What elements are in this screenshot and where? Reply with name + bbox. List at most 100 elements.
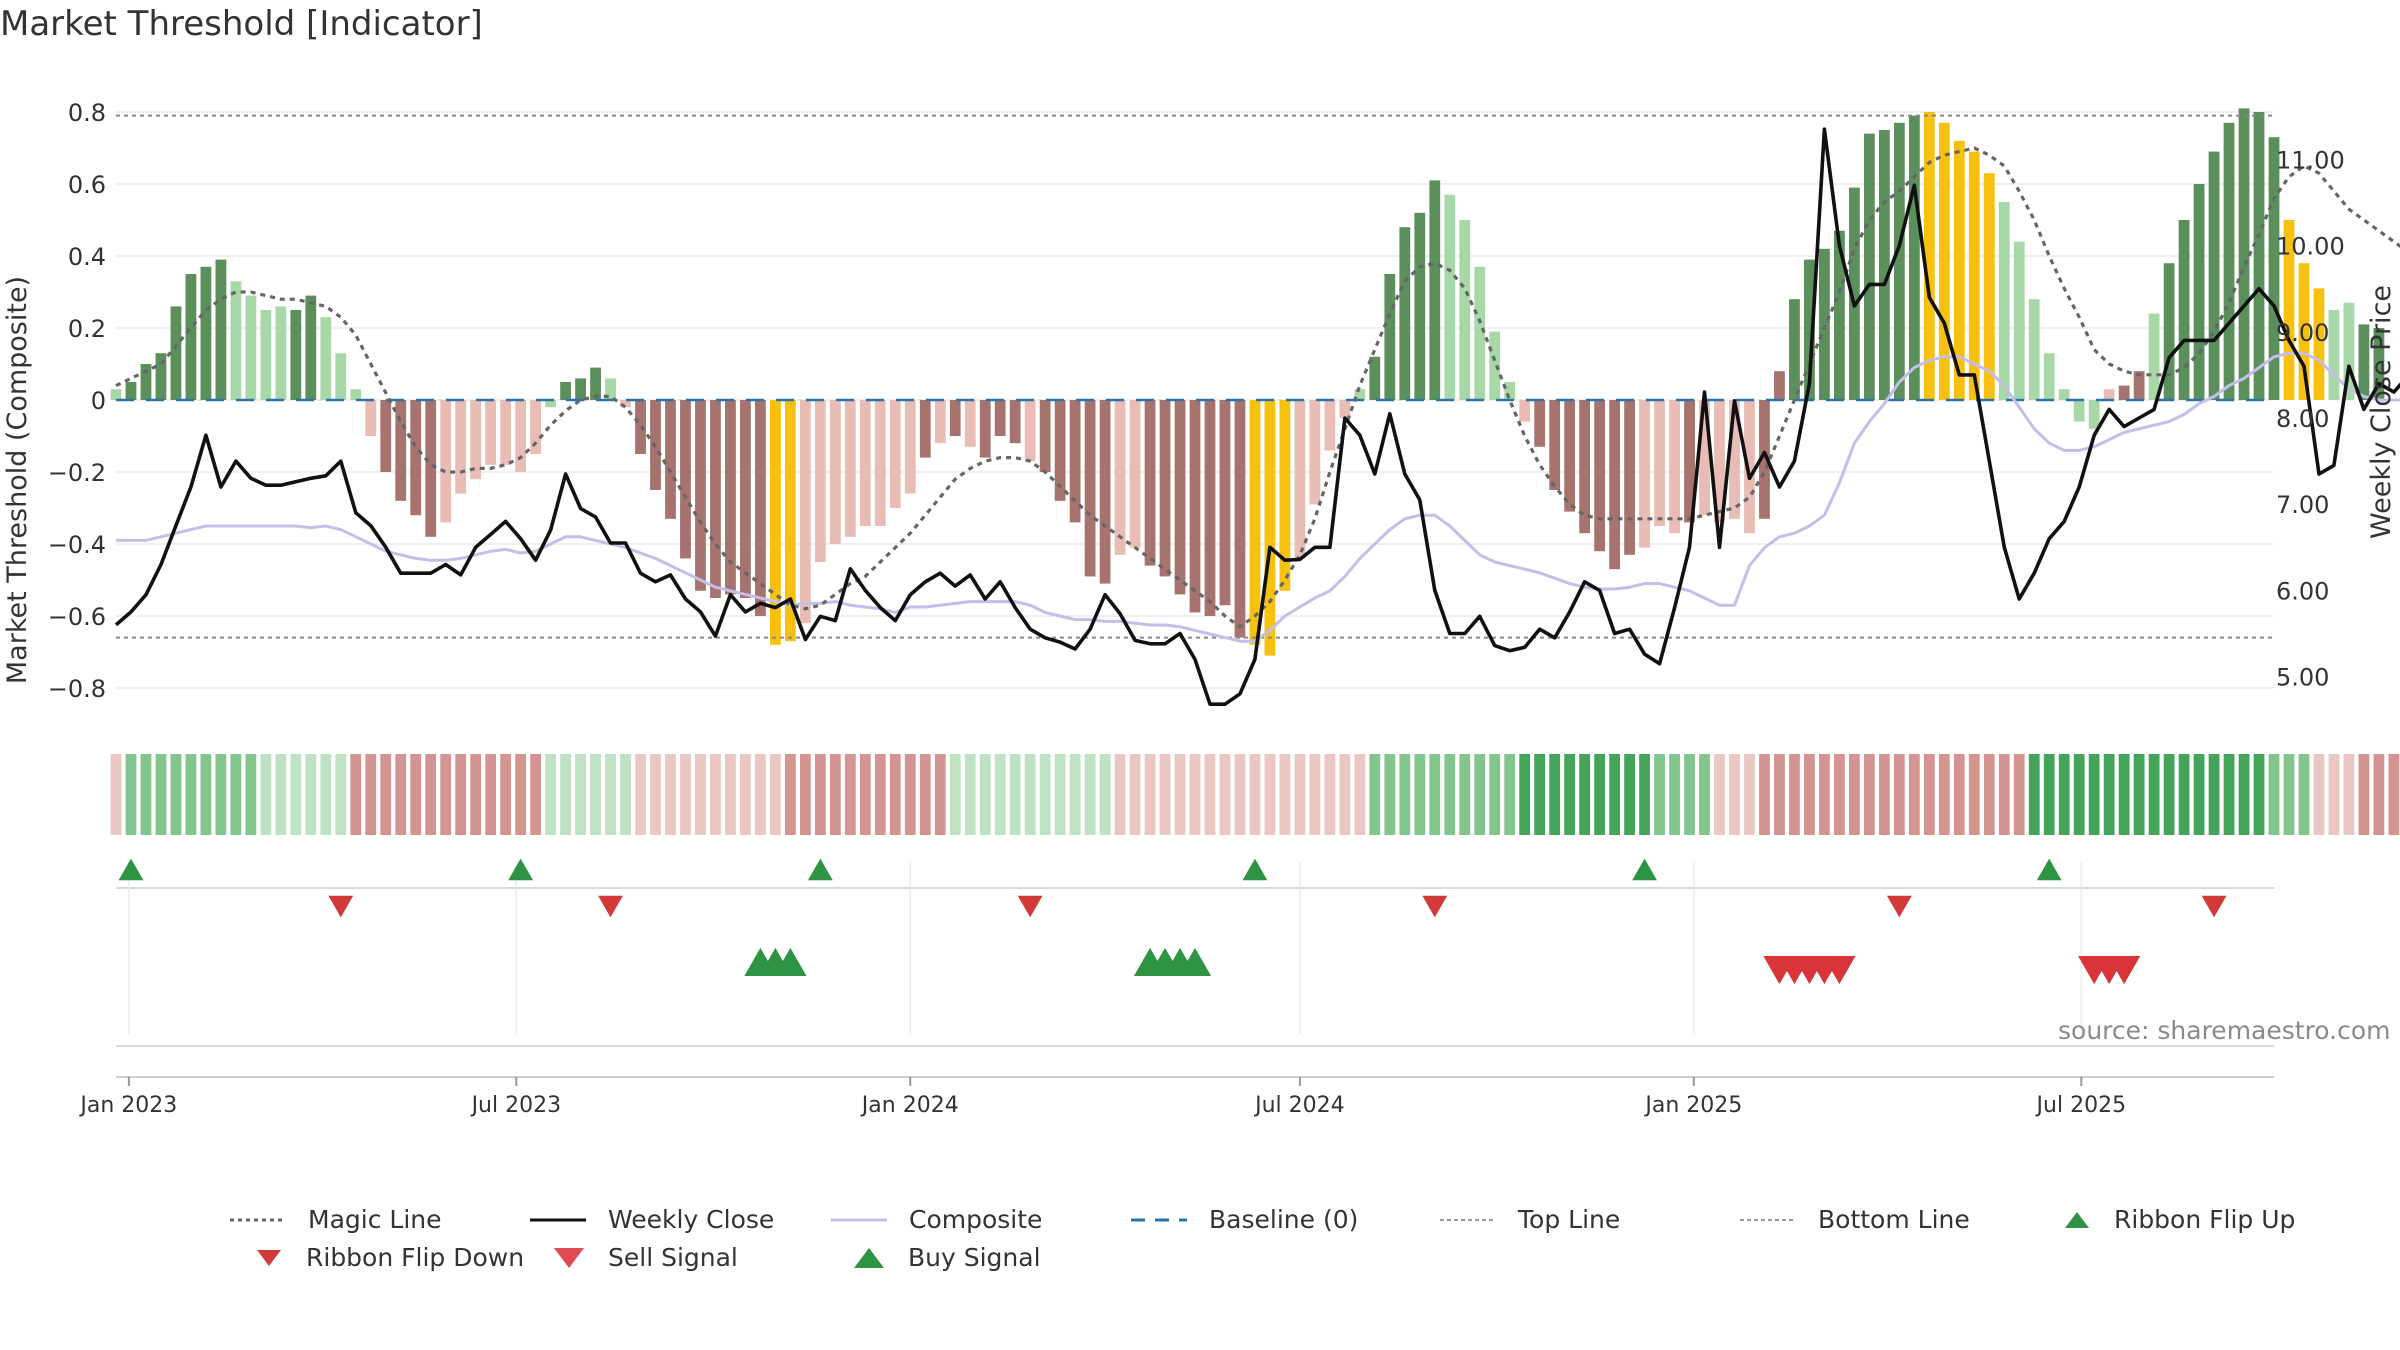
- composite-bar: [425, 400, 437, 537]
- triangle-down-icon: [257, 1249, 281, 1266]
- ribbon-cell: [365, 754, 377, 835]
- composite-bar: [1174, 400, 1186, 595]
- legend-item-magic-line: Magic Line: [230, 1205, 442, 1234]
- x-tick-label: Jan 2023: [78, 1093, 177, 1118]
- ribbon-cell: [530, 754, 542, 835]
- ribbon-cell: [1444, 754, 1456, 835]
- y2-tick-label: 8.00: [2276, 405, 2329, 433]
- composite-bar: [1534, 400, 1546, 447]
- ribbon-cell: [2373, 754, 2385, 835]
- ribbon-cell: [2253, 754, 2265, 835]
- ribbon-cell: [859, 754, 871, 835]
- ribbon-cell: [2028, 754, 2040, 835]
- composite-bar: [1324, 400, 1336, 451]
- composite-bar: [395, 400, 407, 501]
- ribbon-cell: [380, 754, 392, 835]
- ribbon-flip-down-marker: [2201, 895, 2227, 918]
- ribbon-cell: [2208, 754, 2220, 835]
- ribbon-cell: [2073, 754, 2085, 835]
- legend-label: Ribbon Flip Up: [2114, 1205, 2296, 1234]
- composite-bar: [1039, 400, 1051, 472]
- composite-bar: [725, 400, 736, 595]
- composite-bar: [1729, 400, 1740, 519]
- ribbon-cell: [755, 754, 766, 835]
- ribbon-cell: [1684, 754, 1695, 835]
- ribbon-cell: [1714, 754, 1725, 835]
- composite-bar: [230, 281, 242, 400]
- composite-bar: [2343, 302, 2355, 400]
- ribbon-flip-down-marker: [598, 895, 623, 918]
- composite-bar: [1444, 194, 1456, 400]
- ribbon-cell: [1774, 754, 1785, 835]
- ribbon-cell: [1848, 754, 1860, 835]
- magic-line-series: [115, 146, 2400, 629]
- ribbon-cell: [455, 754, 467, 835]
- composite-bar: [1684, 400, 1695, 523]
- composite-bar: [1429, 180, 1441, 400]
- y2-axis-label: Weekly Close Price: [2366, 285, 2397, 539]
- ribbon-cell: [440, 754, 452, 835]
- composite-bar: [784, 400, 796, 642]
- composite-bar: [320, 317, 332, 400]
- composite-bar: [1699, 400, 1710, 516]
- ribbon-flip-down-marker: [1017, 895, 1043, 918]
- composite-bar: [1564, 400, 1576, 512]
- ribbon-cell: [1549, 754, 1561, 835]
- composite-bar: [665, 400, 676, 519]
- ribbon-cell: [2058, 754, 2070, 835]
- composite-bar: [904, 400, 916, 494]
- y-tick-label: 0.4: [68, 243, 106, 271]
- ribbon-cell: [964, 754, 976, 835]
- composite-bar: [814, 400, 826, 562]
- legend-item-buy-signal: Buy Signal: [852, 1243, 1041, 1272]
- composite-bar: [290, 310, 302, 400]
- ribbon-cell: [155, 754, 167, 835]
- composite-bar: [1384, 274, 1396, 400]
- ribbon-cell: [1789, 754, 1800, 835]
- ribbon-cell: [110, 754, 122, 835]
- composite-bar: [1789, 299, 1800, 400]
- composite-bar: [1893, 122, 1905, 401]
- ribbon-cell: [1279, 754, 1291, 835]
- ribbon-cell: [994, 754, 1006, 835]
- composite-bar: [1204, 400, 1216, 616]
- ribbon-cell: [2223, 754, 2235, 835]
- composite-bar: [2133, 371, 2145, 400]
- ribbon-cell: [1489, 754, 1501, 835]
- ribbon-cell: [1414, 754, 1426, 835]
- composite-bar: [1099, 400, 1111, 584]
- ribbon-cell: [605, 754, 616, 835]
- composite-bar: [934, 400, 946, 444]
- composite-bar: [1519, 400, 1531, 422]
- ribbon-cell: [1834, 754, 1845, 835]
- triangle-up-icon: [854, 1247, 884, 1268]
- ribbon-cell: [350, 754, 362, 835]
- composite-bar: [1639, 400, 1650, 548]
- y-tick-label: 0: [91, 387, 106, 415]
- ribbon-cell: [1474, 754, 1486, 835]
- ribbon-cell: [395, 754, 407, 835]
- ribbon-cell: [575, 754, 586, 835]
- composite-bar: [1489, 331, 1501, 400]
- ribbon-cell: [1354, 754, 1366, 835]
- y-tick-label: 0.6: [68, 171, 106, 199]
- composite-bar: [2178, 220, 2190, 400]
- legend-item-sell-signal: Sell Signal: [552, 1243, 738, 1272]
- composite-bar: [829, 400, 841, 544]
- legend-label: Ribbon Flip Down: [306, 1243, 525, 1272]
- ribbon-cell: [1084, 754, 1096, 835]
- ribbon-cell: [1429, 754, 1441, 835]
- composite-bar: [2043, 353, 2055, 400]
- composite-bar: [350, 389, 362, 400]
- composite-bar: [1834, 230, 1845, 400]
- composite-bar: [2058, 389, 2070, 400]
- ribbon-cell: [1729, 754, 1740, 835]
- ribbon-cell: [1699, 754, 1710, 835]
- ribbon-cell: [1759, 754, 1770, 835]
- composite-bar: [2118, 385, 2130, 400]
- ribbon-cell: [1024, 754, 1036, 835]
- composite-bar: [440, 400, 452, 523]
- composite-bar: [590, 367, 601, 400]
- composite-bar: [710, 400, 721, 598]
- ribbon-cell: [2103, 754, 2115, 835]
